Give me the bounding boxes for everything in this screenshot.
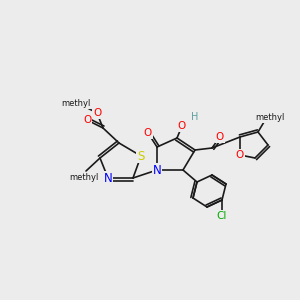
- Text: O: O: [178, 121, 186, 131]
- Text: H: H: [191, 112, 199, 122]
- Text: O: O: [83, 115, 91, 125]
- Text: N: N: [103, 172, 112, 184]
- Text: O: O: [93, 108, 101, 118]
- Text: Cl: Cl: [217, 211, 227, 221]
- Text: S: S: [137, 149, 145, 163]
- Text: N: N: [153, 164, 161, 176]
- Text: O: O: [216, 132, 224, 142]
- Text: O: O: [236, 150, 244, 160]
- Text: methyl: methyl: [69, 172, 99, 182]
- Text: methyl: methyl: [61, 100, 91, 109]
- Text: O: O: [144, 128, 152, 138]
- Text: methyl: methyl: [255, 113, 285, 122]
